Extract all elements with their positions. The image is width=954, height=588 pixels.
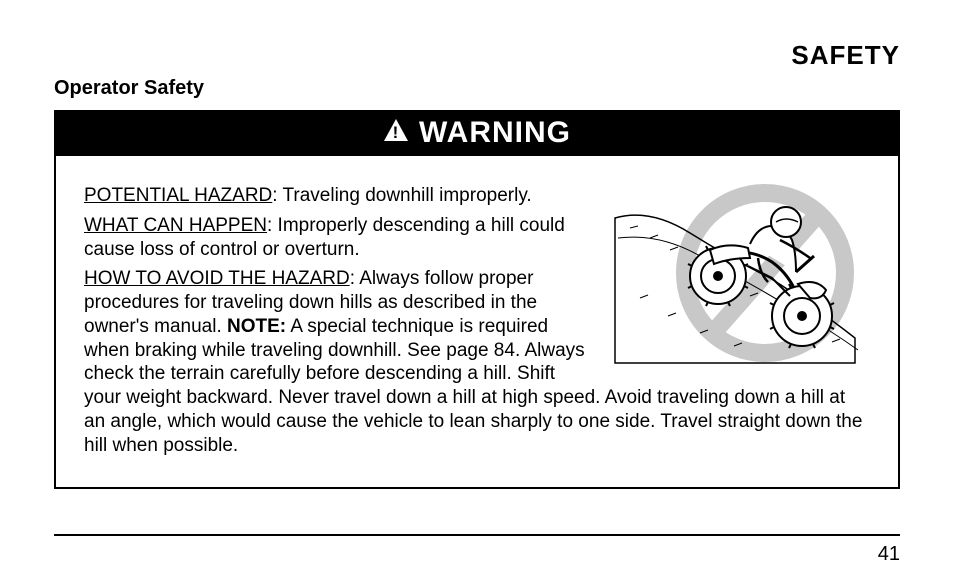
happen-label: WHAT CAN HAPPEN: [84, 215, 267, 236]
warning-body: POTENTIAL HAZARD: Traveling downhill imp…: [56, 156, 898, 487]
svg-text:!: !: [393, 123, 400, 142]
note-label: NOTE:: [227, 316, 286, 337]
subheading-operator-safety: Operator Safety: [54, 77, 900, 100]
warning-title-bar: ! WARNING: [56, 112, 898, 156]
page-header-safety: SAFETY: [54, 40, 900, 71]
atv-downhill-illustration: [600, 178, 870, 368]
warning-title-text: WARNING: [419, 116, 571, 150]
hazard-text: : Traveling downhill improperly.: [272, 185, 531, 206]
footer-rule: [54, 534, 900, 536]
avoid-label: HOW TO AVOID THE HAZARD: [84, 268, 350, 289]
page-number: 41: [878, 543, 900, 566]
hazard-label: POTENTIAL HAZARD: [84, 185, 272, 206]
alert-triangle-icon: !: [383, 116, 409, 150]
warning-box: ! WARNING: [54, 110, 900, 489]
